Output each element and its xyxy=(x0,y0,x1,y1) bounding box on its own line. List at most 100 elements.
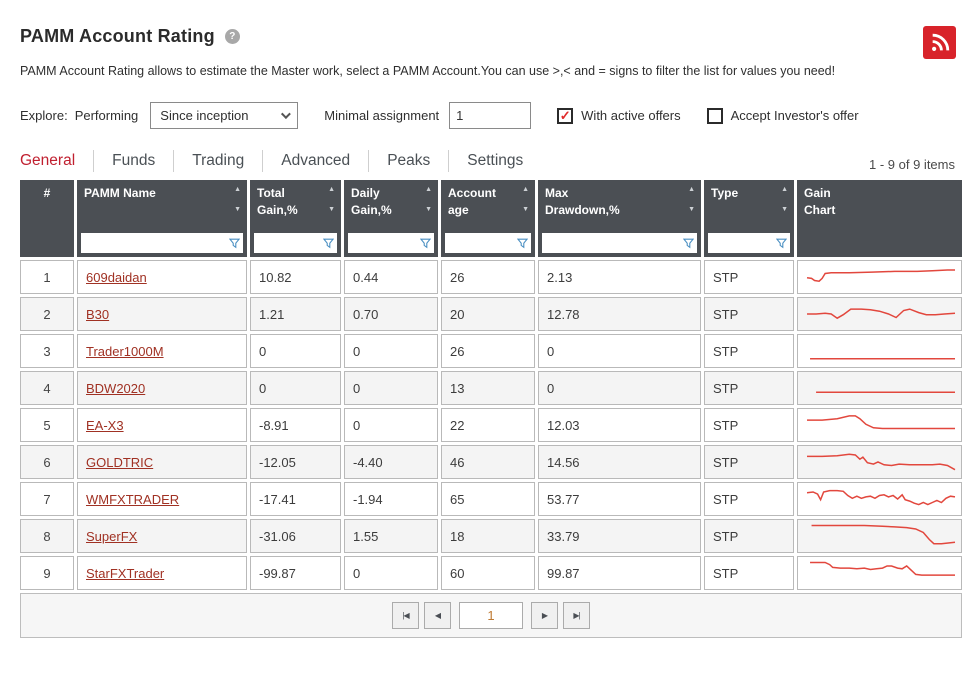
pager-prev-button[interactable]: ◀ xyxy=(424,602,451,629)
gain-sparkline xyxy=(804,374,955,402)
pamm-name-link[interactable]: 609daidan xyxy=(86,269,147,285)
sort-down-icon[interactable]: ▼ xyxy=(328,206,335,213)
minimal-assignment-label: Minimal assignment xyxy=(324,108,440,123)
column-filter-input[interactable] xyxy=(449,235,517,251)
table-row: 4 BDW2020 0 0 13 0 STP xyxy=(20,371,962,405)
page-description: PAMM Account Rating allows to estimate t… xyxy=(20,64,836,78)
column-filter-input[interactable] xyxy=(352,235,420,251)
column-header-type[interactable]: Type ▲ ▼ xyxy=(704,180,794,257)
filter-bar: Explore: Performing Since inception Mini… xyxy=(20,102,956,129)
sort-down-icon[interactable]: ▼ xyxy=(688,206,695,213)
sort-down-icon[interactable]: ▼ xyxy=(781,206,788,213)
pamm-name-link[interactable]: EA-X3 xyxy=(86,417,124,433)
sort-up-icon[interactable]: ▲ xyxy=(328,186,335,193)
max-drawdown-cell: 99.87 xyxy=(538,556,701,590)
row-number: 4 xyxy=(20,371,74,405)
account-age-cell: 46 xyxy=(441,445,535,479)
pamm-name-link[interactable]: GOLDTRIC xyxy=(86,454,154,470)
filter-funnel-icon[interactable] xyxy=(683,238,694,249)
table-row: 5 EA-X3 -8.91 0 22 12.03 STP xyxy=(20,408,962,442)
pamm-name-link[interactable]: Trader1000M xyxy=(86,343,164,359)
column-filter-input[interactable] xyxy=(546,235,683,251)
sort-arrows[interactable]: ▲ ▼ xyxy=(781,186,788,213)
accept-investors-offer-checkbox[interactable]: Accept Investor's offer xyxy=(706,107,859,124)
column-filter-input[interactable] xyxy=(258,235,323,251)
total-gain-cell: -8.91 xyxy=(250,408,341,442)
sort-arrows[interactable]: ▲ ▼ xyxy=(234,186,241,213)
column-filter-input[interactable] xyxy=(85,235,229,251)
max-drawdown-cell: 0 xyxy=(538,371,701,405)
pamm-name-cell: 609daidan xyxy=(77,260,247,294)
pamm-name-link[interactable]: B30 xyxy=(86,306,110,322)
max-drawdown-cell: 14.56 xyxy=(538,445,701,479)
pager: |◀ ◀ 1 ▶ ▶| xyxy=(20,593,962,638)
account-age-cell: 18 xyxy=(441,519,535,553)
daily-gain-cell: -1.94 xyxy=(344,482,438,516)
tab-trading[interactable]: Trading xyxy=(173,150,262,172)
sort-up-icon[interactable]: ▲ xyxy=(781,186,788,193)
type-cell: STP xyxy=(704,556,794,590)
pamm-name-link[interactable]: BDW2020 xyxy=(86,380,146,396)
pager-last-button[interactable]: ▶| xyxy=(563,602,590,629)
pager-page-number[interactable]: 1 xyxy=(459,602,523,629)
tab-general[interactable]: General xyxy=(20,152,76,169)
tab-peaks[interactable]: Peaks xyxy=(368,150,448,172)
row-number: 8 xyxy=(20,519,74,553)
column-header-num[interactable]: # xyxy=(20,180,74,257)
minimal-assignment-input[interactable] xyxy=(449,102,532,129)
type-cell: STP xyxy=(704,297,794,331)
table-row: 1 609daidan 10.82 0.44 26 2.13 STP xyxy=(20,260,962,294)
gain-sparkline xyxy=(804,559,955,587)
sort-up-icon[interactable]: ▲ xyxy=(522,186,529,193)
column-header-daily_gain[interactable]: Daily Gain,% ▲ ▼ xyxy=(344,180,438,257)
daily-gain-cell: 0 xyxy=(344,556,438,590)
with-active-offers-checkbox[interactable]: ✓ With active offers xyxy=(557,107,681,124)
column-header-total_gain[interactable]: Total Gain,% ▲ ▼ xyxy=(250,180,341,257)
filter-funnel-icon[interactable] xyxy=(229,238,240,249)
period-select[interactable]: Since inception xyxy=(150,102,299,129)
column-header-age[interactable]: Account age ▲ ▼ xyxy=(441,180,535,257)
column-header-chart[interactable]: Gain Chart xyxy=(797,180,962,257)
sort-up-icon[interactable]: ▲ xyxy=(425,186,432,193)
pamm-name-link[interactable]: WMFXTRADER xyxy=(86,491,180,507)
column-filter-input[interactable] xyxy=(712,235,776,251)
gain-sparkline xyxy=(804,485,955,513)
filter-funnel-icon[interactable] xyxy=(517,238,528,249)
daily-gain-cell: 0 xyxy=(344,371,438,405)
pager-first-button[interactable]: |◀ xyxy=(392,602,419,629)
filter-funnel-icon[interactable] xyxy=(323,238,334,249)
sort-up-icon[interactable]: ▲ xyxy=(234,186,241,193)
sort-arrows[interactable]: ▲ ▼ xyxy=(522,186,529,213)
tab-advanced[interactable]: Advanced xyxy=(262,150,368,172)
help-icon[interactable]: ? xyxy=(224,29,240,44)
daily-gain-cell: 0.70 xyxy=(344,297,438,331)
sort-down-icon[interactable]: ▼ xyxy=(425,206,432,213)
filter-box xyxy=(348,233,434,253)
rss-icon[interactable] xyxy=(923,26,956,59)
pager-next-button[interactable]: ▶ xyxy=(531,602,558,629)
sort-down-icon[interactable]: ▼ xyxy=(522,206,529,213)
table-row: 7 WMFXTRADER -17.41 -1.94 65 53.77 STP xyxy=(20,482,962,516)
column-header-label: PAMM Name xyxy=(84,186,156,200)
column-header-max_drawdown[interactable]: Max Drawdown,% ▲ ▼ xyxy=(538,180,701,257)
sort-up-icon[interactable]: ▲ xyxy=(688,186,695,193)
tab-settings[interactable]: Settings xyxy=(448,150,541,172)
table-row: 3 Trader1000M 0 0 26 0 STP xyxy=(20,334,962,368)
total-gain-cell: 1.21 xyxy=(250,297,341,331)
explore-label: Explore: xyxy=(20,108,68,123)
total-gain-cell: -12.05 xyxy=(250,445,341,479)
pamm-name-link[interactable]: StarFXTrader xyxy=(86,565,165,581)
sort-arrows[interactable]: ▲ ▼ xyxy=(425,186,432,213)
filter-funnel-icon[interactable] xyxy=(420,238,431,249)
sort-arrows[interactable]: ▲ ▼ xyxy=(328,186,335,213)
sort-down-icon[interactable]: ▼ xyxy=(234,206,241,213)
pamm-name-link[interactable]: SuperFX xyxy=(86,528,138,544)
column-header-name[interactable]: PAMM Name ▲ ▼ xyxy=(77,180,247,257)
filter-funnel-icon[interactable] xyxy=(776,238,787,249)
account-age-cell: 13 xyxy=(441,371,535,405)
sort-arrows[interactable]: ▲ ▼ xyxy=(688,186,695,213)
account-age-cell: 65 xyxy=(441,482,535,516)
tab-funds[interactable]: Funds xyxy=(93,150,173,172)
pamm-name-cell: BDW2020 xyxy=(77,371,247,405)
gain-sparkline xyxy=(804,411,955,439)
